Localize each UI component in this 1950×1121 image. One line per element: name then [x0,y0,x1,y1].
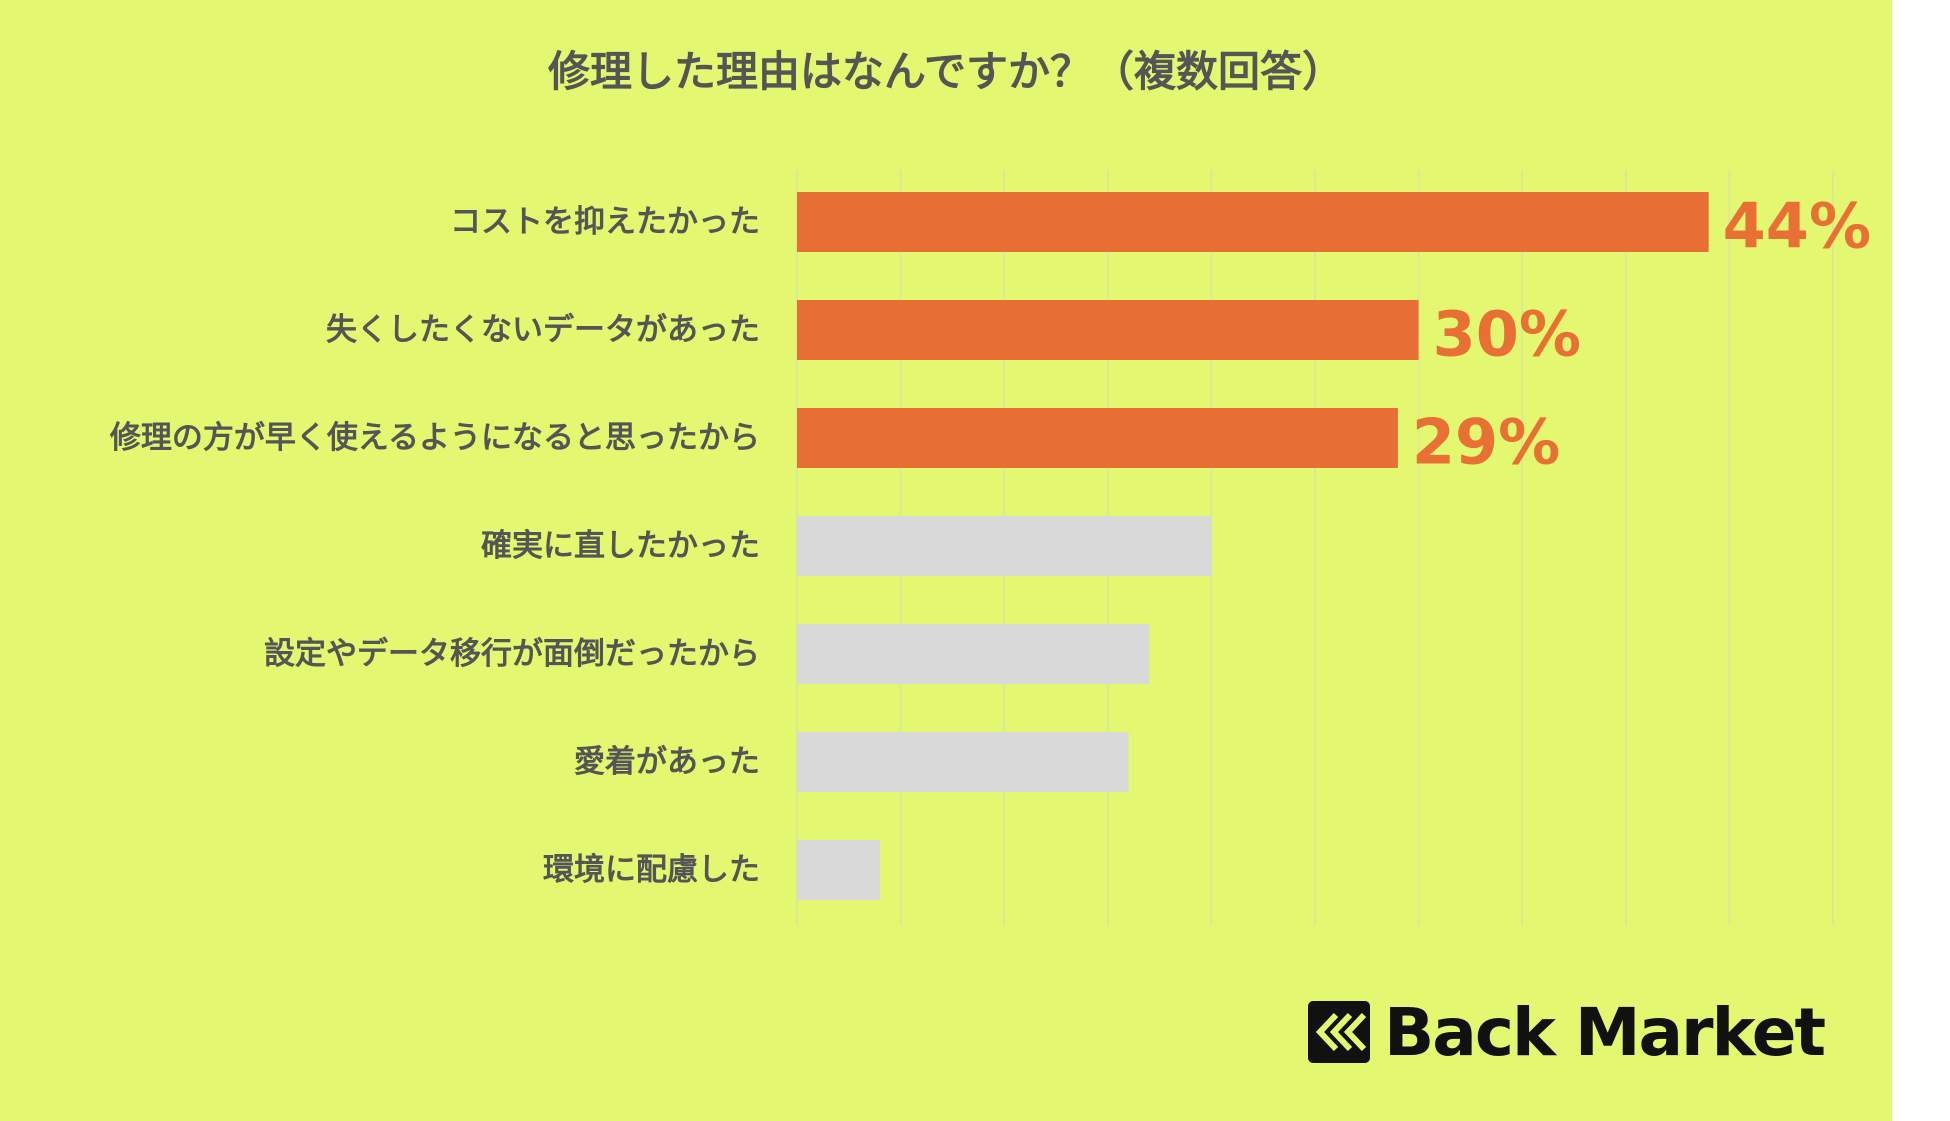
bar [797,192,1709,252]
bar [797,516,1212,576]
value-labels: 44% 30% 29% [1412,190,1871,479]
logo-text: Back Market [1384,993,1826,1071]
bar [797,840,880,900]
category-label: 環境に配慮した [543,852,760,888]
bar [797,300,1419,360]
chart-canvas: 修理した理由はなんですか？（複数回答） コストを抑えたかった失くしたくないデータ… [0,0,1892,1121]
bars [797,192,1709,900]
category-label: 愛着があった [574,744,760,780]
category-label: 失くしたくないデータがあった [326,312,760,348]
category-label: 修理の方が早く使えるようになると思ったから [109,420,760,456]
bar [797,624,1150,684]
value-label: 29% [1412,406,1560,479]
back-market-chevrons-icon [1308,1001,1370,1063]
value-label: 44% [1723,190,1871,263]
bar-chart: コストを抑えたかった失くしたくないデータがあった修理の方が早く使えるようになると… [109,170,1871,925]
category-label: コストを抑えたかった [450,204,760,240]
value-label: 30% [1433,298,1581,371]
back-market-logo: Back Market [1308,994,1826,1071]
category-labels: コストを抑えたかった失くしたくないデータがあった修理の方が早く使えるようになると… [109,204,760,888]
chart-title: 修理した理由はなんですか？（複数回答） [548,47,1344,96]
bar [797,408,1398,468]
category-label: 確実に直したかった [481,528,760,564]
category-label: 設定やデータ移行が面倒だったから [264,636,760,672]
bar [797,732,1129,792]
